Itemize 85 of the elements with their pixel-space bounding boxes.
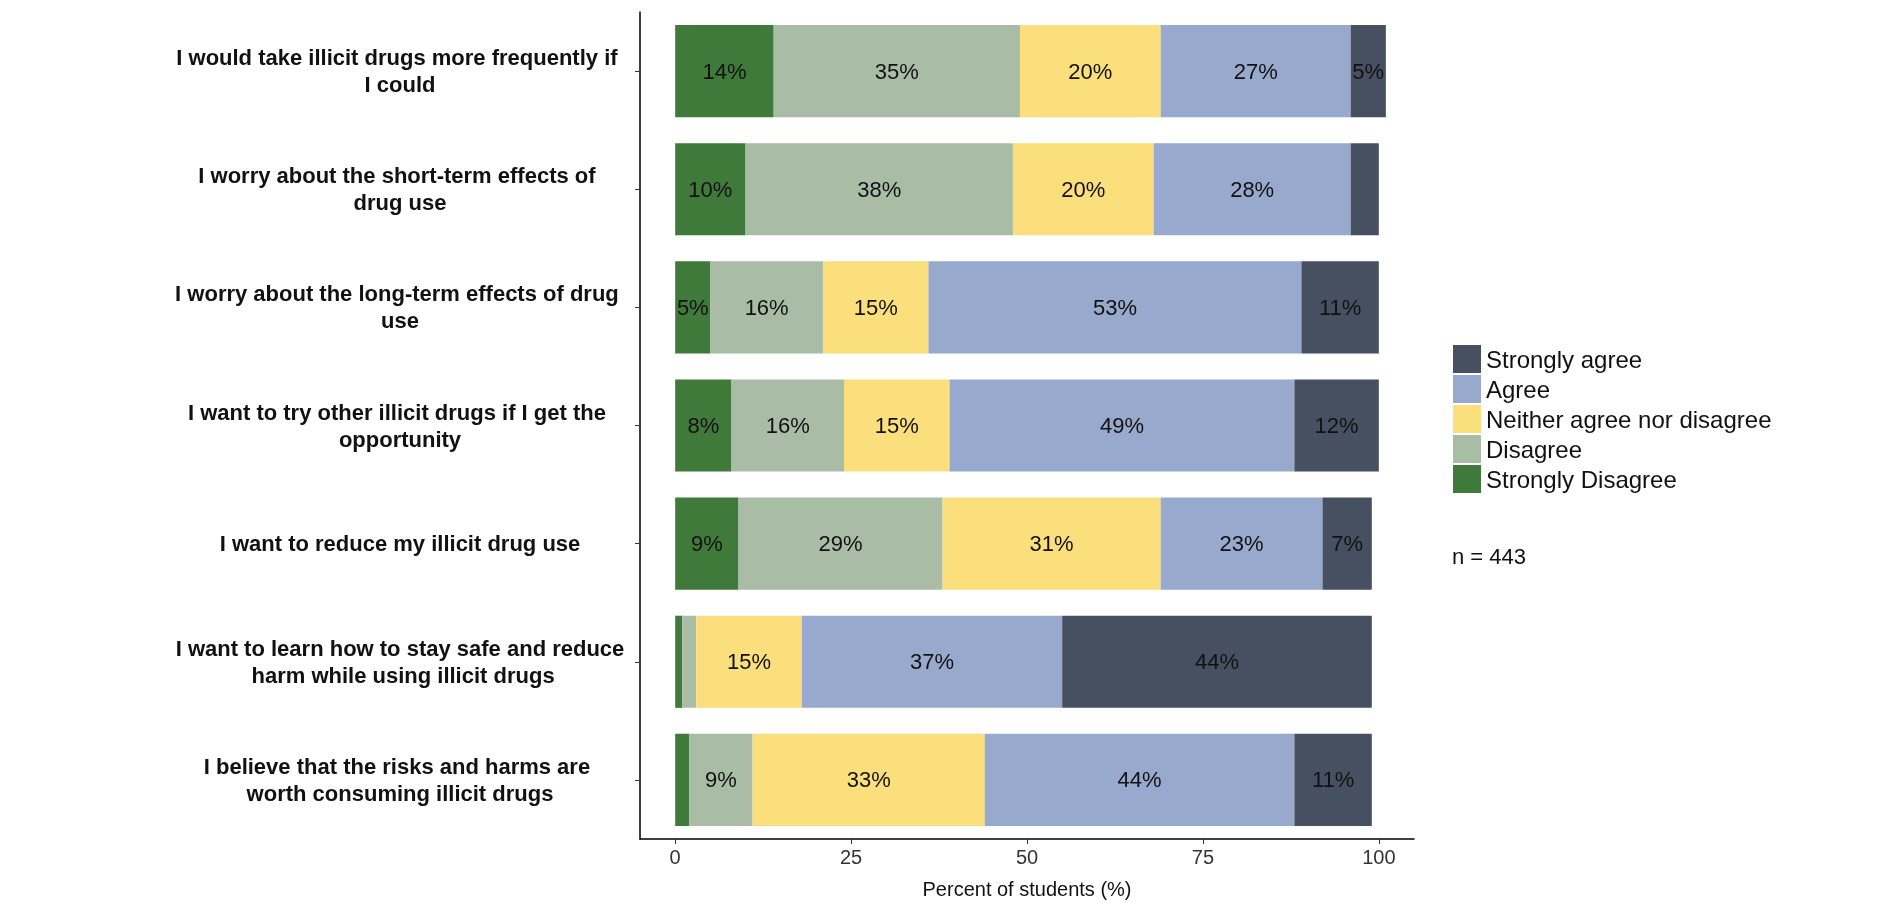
bar xyxy=(1019,25,1161,118)
bar xyxy=(1160,25,1351,118)
data-label: 28% xyxy=(1230,176,1275,202)
bar xyxy=(1322,497,1372,590)
data-label: 15% xyxy=(874,413,919,438)
data-label: 16% xyxy=(765,413,810,438)
data-label: 29% xyxy=(818,531,863,557)
y-tick-label: I want to learn how to stay safe and reduce harm while using illicit drugs xyxy=(175,635,625,688)
x-tick-label: 75 xyxy=(1191,846,1215,868)
y-tick-label: I worry about the long-term effects of drug use xyxy=(175,281,625,334)
bar xyxy=(1012,143,1154,236)
data-label: 7% xyxy=(1331,531,1364,557)
data-label: 53% xyxy=(1092,294,1137,320)
bar xyxy=(928,261,1302,354)
bar xyxy=(752,733,985,826)
legend-label: Disagree xyxy=(1486,435,1583,463)
y-tick-label: I want to reduce my illicit drug use xyxy=(219,531,581,557)
bar xyxy=(738,497,943,590)
bar xyxy=(1062,615,1372,708)
bar xyxy=(942,497,1161,590)
bar xyxy=(1153,143,1351,236)
x-tick-label: 100 xyxy=(1362,846,1396,868)
bar xyxy=(689,733,753,826)
legend-label: Strongly Disagree xyxy=(1486,465,1677,493)
data-label: 37% xyxy=(909,649,955,675)
data-label: 5% xyxy=(676,294,709,320)
bar xyxy=(675,261,711,354)
data-label: 49% xyxy=(1099,413,1145,438)
bar xyxy=(949,379,1295,472)
bar xyxy=(745,143,1013,236)
legend-label: Agree xyxy=(1486,375,1551,403)
data-label: 16% xyxy=(744,294,789,320)
y-tick-label: I would take illicit drugs more frequently if I could xyxy=(176,45,624,98)
bar xyxy=(801,615,1063,708)
legend-label: Neither agree nor disagree xyxy=(1486,405,1772,433)
bar xyxy=(822,261,929,354)
data-label: 11% xyxy=(1311,767,1355,793)
data-label: 23% xyxy=(1219,531,1264,557)
data-label: 38% xyxy=(857,176,902,202)
data-label: 33% xyxy=(846,767,891,793)
bar xyxy=(773,25,1020,118)
data-label: 5% xyxy=(1352,58,1385,84)
data-label: 20% xyxy=(1061,176,1106,202)
bar xyxy=(844,379,950,472)
bar xyxy=(984,733,1295,826)
text: n = 443 xyxy=(1452,543,1527,569)
data-label: 10% xyxy=(688,176,733,202)
x-tick-label: 50 xyxy=(1015,846,1039,868)
data-label: 12% xyxy=(1314,413,1359,438)
data-label: 31% xyxy=(1029,531,1074,557)
data-label: 14% xyxy=(702,58,747,84)
bar xyxy=(1294,733,1372,826)
bar xyxy=(1350,25,1386,118)
data-label: 15% xyxy=(853,294,898,320)
x-axis-title: Percent of students (%) xyxy=(922,878,1132,900)
bar xyxy=(675,143,746,236)
bar xyxy=(682,615,697,708)
legend-label: Strongly agree xyxy=(1486,345,1643,373)
bar xyxy=(1160,497,1323,590)
data-label: 15% xyxy=(727,649,772,675)
bar xyxy=(731,379,845,472)
data-label: 44% xyxy=(1117,767,1162,793)
bar xyxy=(1350,143,1379,236)
data-label: 35% xyxy=(874,58,919,84)
bar xyxy=(675,379,732,472)
data-label: 20% xyxy=(1068,58,1113,84)
data-label: 44% xyxy=(1194,649,1240,675)
data-label: 8% xyxy=(687,413,720,438)
x-tick-label: 25 xyxy=(839,846,863,868)
y-tick-label: I worry about the short-term effects of drug use xyxy=(198,163,602,216)
y-tick-label: I believe that the risks and harms are worth consuming illicit drugs xyxy=(203,753,597,806)
data-label: 9% xyxy=(690,531,723,557)
bar xyxy=(710,261,823,354)
bar xyxy=(1301,261,1379,354)
y-tick-label: I want to try other illicit drugs if I get the opportunity xyxy=(187,399,613,452)
data-label: 27% xyxy=(1233,58,1278,84)
bar xyxy=(675,615,683,708)
bar xyxy=(675,25,774,118)
bar xyxy=(675,497,739,590)
data-label: 11% xyxy=(1318,294,1362,320)
bar xyxy=(675,733,690,826)
x-tick-label: 0 xyxy=(669,846,681,868)
bar xyxy=(1294,379,1379,472)
bar xyxy=(696,615,802,708)
data-label: 9% xyxy=(705,767,737,793)
